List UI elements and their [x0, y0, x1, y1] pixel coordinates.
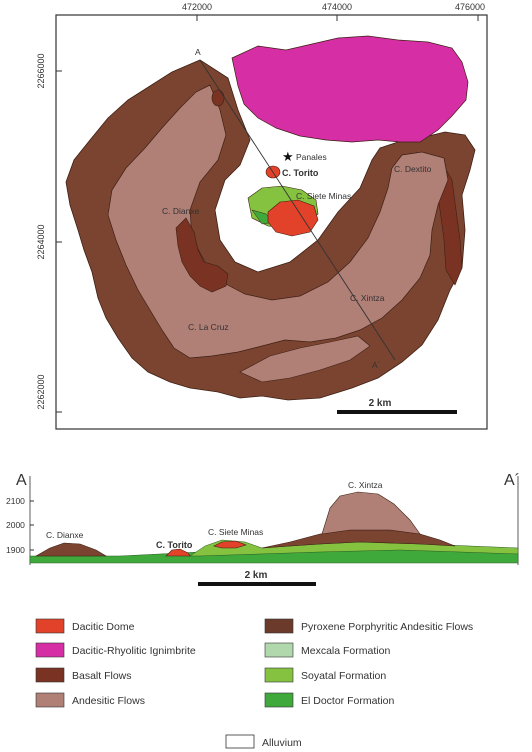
map-x-tick-474000: 474000	[322, 2, 352, 12]
map-y-tick-2266000: 2266000	[36, 53, 46, 88]
section-scale-label: 2 km	[245, 570, 268, 581]
cross-section: A A´ 2100 2000 1900 C. Dianxe C. Torito …	[6, 472, 520, 586]
andesitic-xintza-lobe	[239, 335, 371, 383]
legend-item-pyroxene: Pyroxene Porphyritic Andesitic Flows	[264, 618, 473, 634]
basalt-unit-dianxe	[175, 217, 229, 293]
legend: Dacitic Dome Dacitic-Rhyolitic Ignimbrit…	[35, 618, 473, 749]
section-label-dianxe: C. Dianxe	[46, 530, 84, 540]
legend-item-basalt: Basalt Flows	[35, 667, 132, 683]
legend-item-el-doctor: El Doctor Formation	[264, 692, 395, 708]
section-line	[199, 59, 396, 361]
svg-text:Pyroxene Porphyritic Andesitic: Pyroxene Porphyritic Andesitic Flows	[301, 621, 473, 633]
section-start-label: A	[195, 47, 201, 57]
section-pyroxene-flows	[261, 529, 456, 549]
svg-text:Andesitic Flows: Andesitic Flows	[72, 695, 145, 707]
map-x-ticks	[196, 15, 479, 21]
svg-text:Alluvium: Alluvium	[262, 737, 302, 749]
legend-item-ignimbrite: Dacitic-Rhyolitic Ignimbrite	[35, 642, 196, 658]
section-label-siete-minas: C. Siete Minas	[208, 527, 263, 537]
star-icon: ★	[282, 150, 294, 165]
section-dianxe-hill	[34, 542, 108, 557]
legend-item-soyatal: Soyatal Formation	[264, 667, 386, 683]
section-label-torito: C. Torito	[156, 540, 193, 550]
cross-section-start: A	[16, 472, 27, 489]
svg-text:Mexcala Formation: Mexcala Formation	[301, 645, 390, 657]
ignimbrite-unit	[231, 35, 469, 143]
legend-item-alluvium: Alluvium	[225, 734, 302, 749]
place-dextito: C. Dextito	[394, 164, 432, 174]
place-panales: Panales	[296, 152, 327, 162]
geologic-map: 472000 474000 476000 2266000 2264000 226…	[36, 2, 488, 430]
svg-text:Dacitic Dome: Dacitic Dome	[72, 621, 135, 633]
section-label-xintza: C. Xintza	[348, 480, 383, 490]
map-scale-label: 2 km	[369, 398, 392, 409]
map-y-tick-2264000: 2264000	[36, 224, 46, 259]
map-x-tick-476000: 476000	[455, 2, 485, 12]
elev-1900: 1900	[6, 545, 25, 555]
place-xintza: C. Xintza	[350, 293, 385, 303]
map-y-tick-2262000: 2262000	[36, 374, 46, 409]
place-dianxe: C. Dianxe	[162, 206, 200, 216]
place-torito: C. Torito	[282, 168, 319, 178]
legend-item-andesitic: Andesitic Flows	[35, 692, 145, 708]
legend-item-dacitic-dome: Dacitic Dome	[35, 618, 135, 634]
section-scale-bar	[198, 582, 316, 586]
cross-section-end: A´	[504, 472, 520, 489]
section-xintza-cap	[321, 491, 421, 535]
legend-item-mexcala: Mexcala Formation	[264, 642, 390, 658]
place-la-cruz: C. La Cruz	[188, 322, 229, 332]
elev-2000: 2000	[6, 520, 25, 530]
section-siete-minas-dome	[213, 540, 247, 549]
elev-2100: 2100	[6, 496, 25, 506]
section-torito-dome	[165, 548, 191, 557]
map-y-ticks	[56, 70, 62, 413]
place-siete-minas: C. Siete Minas	[296, 191, 351, 201]
dacitic-dome-siete-minas	[267, 199, 319, 237]
svg-text:Dacitic-Rhyolitic Ignimbrite: Dacitic-Rhyolitic Ignimbrite	[72, 645, 196, 657]
svg-text:Basalt Flows: Basalt Flows	[72, 670, 132, 682]
section-end-label: A´	[372, 360, 381, 370]
svg-text:Soyatal Formation: Soyatal Formation	[301, 670, 386, 682]
map-scale-bar	[337, 410, 457, 414]
svg-text:El Doctor Formation: El Doctor Formation	[301, 695, 395, 707]
basalt-unit-north	[211, 89, 225, 107]
map-x-tick-472000: 472000	[182, 2, 212, 12]
